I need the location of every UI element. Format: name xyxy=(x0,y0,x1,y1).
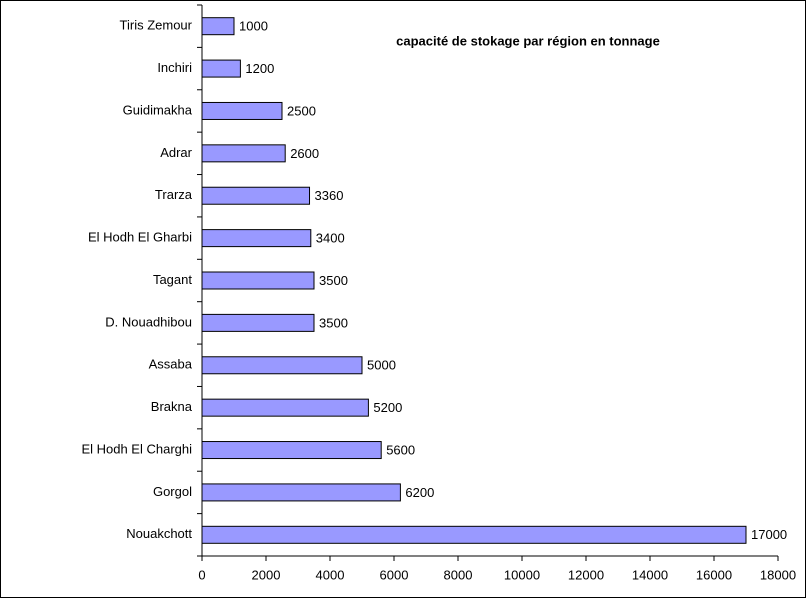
y-tick-label: Gorgol xyxy=(153,484,192,499)
chart-title: capacité de stokage par région en tonnag… xyxy=(396,33,660,48)
x-tick-label: 18000 xyxy=(760,567,796,582)
data-label: 2500 xyxy=(287,103,316,118)
y-tick-label: Brakna xyxy=(151,399,193,414)
y-tick-label: Tagant xyxy=(153,272,192,287)
x-tick-label: 16000 xyxy=(696,567,732,582)
data-label: 5000 xyxy=(367,358,396,373)
data-label: 5600 xyxy=(386,442,415,457)
data-label: 3360 xyxy=(315,188,344,203)
bar xyxy=(201,17,235,36)
y-tick-label: Guidimakha xyxy=(123,102,193,117)
data-label: 6200 xyxy=(405,485,434,500)
data-label: 3500 xyxy=(319,273,348,288)
x-tick-label: 0 xyxy=(198,567,205,582)
x-tick-label: 14000 xyxy=(632,567,668,582)
bar xyxy=(201,313,315,332)
data-label: 2600 xyxy=(290,146,319,161)
y-tick-label: Trarza xyxy=(155,187,193,202)
bar xyxy=(201,356,363,375)
bar xyxy=(201,483,401,502)
y-tick-label: Assaba xyxy=(149,357,193,372)
x-tick-label: 12000 xyxy=(568,567,604,582)
data-label: 17000 xyxy=(751,527,787,542)
x-tick-label: 8000 xyxy=(444,567,473,582)
y-tick-label: Adrar xyxy=(160,145,192,160)
bar xyxy=(201,186,311,205)
bar xyxy=(201,144,286,163)
data-label: 3500 xyxy=(319,315,348,330)
bar xyxy=(201,271,315,290)
x-tick-label: 6000 xyxy=(380,567,409,582)
y-tick-label: El Hodh El Charghi xyxy=(81,441,192,456)
y-tick-label: El Hodh El Gharbi xyxy=(88,230,192,245)
bar xyxy=(201,525,747,544)
y-tick-label: Nouakchott xyxy=(126,526,192,541)
data-label: 1200 xyxy=(245,61,274,76)
bar xyxy=(201,101,283,120)
x-tick-label: 4000 xyxy=(316,567,345,582)
y-tick-label: Inchiri xyxy=(157,60,192,75)
data-label: 3400 xyxy=(316,231,345,246)
x-tick-label: 10000 xyxy=(504,567,540,582)
y-tick-label: D. Nouadhibou xyxy=(105,314,192,329)
data-label: 1000 xyxy=(239,19,268,34)
bar xyxy=(201,398,369,417)
bar xyxy=(201,59,241,78)
x-tick-label: 2000 xyxy=(252,567,281,582)
bar xyxy=(201,229,312,248)
y-tick-label: Tiris Zemour xyxy=(120,18,193,33)
data-label: 5200 xyxy=(373,400,402,415)
bar xyxy=(201,441,382,460)
